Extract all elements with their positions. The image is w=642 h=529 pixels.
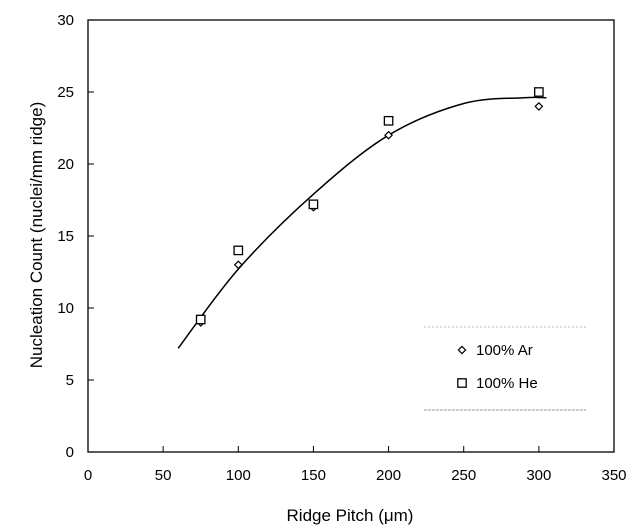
x-tick-label: 0: [84, 467, 92, 484]
data-point-he: [195, 314, 206, 325]
data-point-ar: [384, 130, 394, 140]
x-tick-label: 200: [376, 467, 401, 484]
y-axis-title: Nucleation Count (nuclei/mm ridge): [27, 102, 46, 368]
y-tick-label: 25: [57, 84, 74, 101]
x-tick-label: 300: [526, 467, 551, 484]
y-tick-label: 10: [57, 300, 74, 317]
x-tick-label: 350: [601, 467, 626, 484]
x-tick-label: 150: [301, 467, 326, 484]
y-tick-label: 20: [57, 156, 74, 173]
legend-label: 100% He: [476, 375, 538, 392]
x-axis-title: Ridge Pitch (μm): [287, 506, 414, 525]
data-point-he: [308, 199, 319, 210]
data-point-ar: [233, 260, 243, 270]
legend-label: 100% Ar: [476, 342, 533, 359]
legend-marker: [457, 378, 467, 388]
x-tick-label: 50: [155, 467, 172, 484]
y-tick-label: 30: [57, 12, 74, 29]
data-point-he: [534, 87, 544, 97]
trendline-group: [177, 96, 547, 349]
data-points: [195, 87, 544, 327]
trendline: [177, 96, 547, 349]
x-tick-label: 100: [226, 467, 251, 484]
data-point-ar: [534, 101, 544, 111]
x-tick-label: 250: [451, 467, 476, 484]
x-axis: 0 50 100 150 200 250 300 350: [84, 446, 627, 484]
y-tick-label: 5: [66, 372, 74, 389]
legend-marker: [457, 345, 467, 355]
y-axis: 0 5 10 15 20 25 30: [57, 12, 94, 461]
y-tick-label: 15: [57, 228, 74, 245]
data-point-he: [383, 115, 394, 126]
y-tick-label: 0: [66, 444, 74, 461]
data-point-he: [233, 245, 244, 256]
legend: 100% Ar 100% He: [424, 326, 586, 411]
